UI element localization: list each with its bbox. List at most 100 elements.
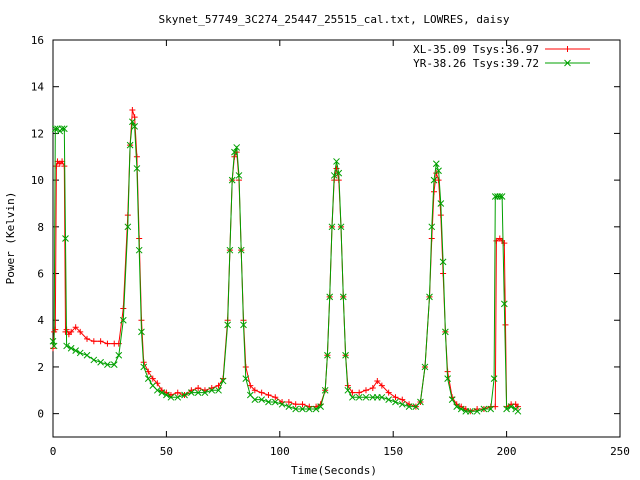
legend-label-yr: YR-38.26 Tsys:39.72: [413, 57, 539, 70]
x-tick-label: 150: [383, 445, 403, 458]
data-point: [378, 382, 385, 389]
data-point: [312, 405, 320, 413]
data-point: [428, 223, 436, 231]
legend-marker-1: [564, 59, 571, 67]
data-point: [59, 158, 66, 165]
x-axis-label: Time(Seconds): [291, 464, 377, 477]
data-point: [62, 235, 69, 242]
y-tick-label: 12: [31, 127, 44, 140]
data-point: [258, 389, 265, 396]
data-point: [466, 407, 474, 415]
data-point: [473, 407, 481, 415]
data-point: [258, 396, 266, 403]
data-point: [362, 387, 369, 394]
data-point: [145, 368, 152, 375]
legend: XL-35.09 Tsys:36.97 YR-38.26 Tsys:39.72: [413, 43, 590, 70]
legend-label-xl: XL-35.09 Tsys:36.97: [413, 43, 539, 56]
data-point: [337, 223, 345, 231]
data-point: [421, 363, 429, 371]
y-tick-label: 8: [37, 221, 44, 234]
series-line: [52, 109, 519, 412]
data-point: [278, 400, 286, 408]
data-point: [430, 176, 438, 184]
data-point: [104, 340, 111, 347]
data-point: [299, 405, 306, 413]
data-point: [84, 335, 91, 342]
data-point: [426, 293, 433, 301]
data-point: [285, 403, 293, 410]
data-point: [129, 118, 136, 126]
data-point: [63, 342, 70, 350]
data-point: [265, 391, 272, 398]
data-point: [76, 349, 84, 357]
data-point: [131, 123, 139, 130]
data-point: [493, 237, 500, 244]
x-tick-label: 200: [497, 445, 517, 458]
data-point: [333, 158, 340, 165]
data-point: [235, 172, 243, 179]
data-point: [251, 387, 258, 394]
x-tick-label: 100: [270, 445, 290, 458]
data-point: [158, 389, 166, 396]
data-point: [163, 391, 170, 399]
chart-title: Skynet_57749_3C274_25447_25515_cal.txt, …: [159, 13, 510, 26]
data-point: [231, 148, 238, 156]
data-point: [501, 240, 508, 247]
data-point: [219, 377, 227, 385]
data-point: [317, 403, 324, 410]
data-point: [194, 389, 202, 396]
data-point: [135, 246, 143, 254]
legend-marker-0: [564, 46, 571, 52]
data-point: [405, 403, 413, 410]
y-tick-label: 2: [37, 361, 44, 374]
x-tick-label: 250: [610, 445, 630, 458]
y-tick-label: 10: [31, 174, 44, 187]
data-point: [72, 347, 80, 354]
data-point: [233, 144, 241, 151]
series-line: [52, 119, 519, 412]
data-point: [242, 375, 250, 382]
data-point: [271, 398, 279, 406]
data-point: [490, 375, 498, 382]
data-point: [104, 361, 111, 368]
data-point: [344, 386, 352, 394]
data-point: [292, 401, 299, 408]
y-tick-label: 14: [31, 81, 45, 94]
data-point: [498, 193, 506, 200]
data-point: [335, 169, 343, 177]
data-point: [181, 391, 188, 399]
data-point: [237, 246, 245, 254]
data-point: [53, 163, 60, 170]
series-0: [50, 107, 521, 415]
data-point: [167, 393, 175, 401]
data-point: [355, 393, 363, 401]
data-point: [435, 177, 442, 184]
data-point: [292, 405, 300, 413]
data-point: [480, 405, 488, 413]
series-1: [49, 118, 522, 415]
data-point: [52, 326, 59, 333]
data-point: [60, 125, 68, 133]
x-tick-label: 0: [50, 445, 57, 458]
data-point: [144, 375, 152, 382]
data-point: [67, 344, 75, 352]
data-point: [226, 246, 234, 254]
data-point: [362, 393, 370, 401]
data-point: [133, 153, 140, 160]
data-point: [305, 405, 313, 413]
data-point: [208, 386, 216, 394]
data-point: [195, 384, 202, 391]
data-point: [487, 405, 495, 413]
data-point: [149, 375, 156, 382]
data-point: [437, 200, 445, 207]
y-tick-label: 16: [31, 34, 44, 47]
data-point: [265, 398, 272, 406]
data-point: [392, 394, 399, 401]
y-axis-label: Power (Kelvin): [4, 192, 17, 285]
data-point: [126, 141, 134, 149]
data-point: [247, 382, 254, 389]
data-point: [119, 316, 127, 324]
data-point: [90, 338, 97, 345]
data-point: [374, 377, 381, 384]
